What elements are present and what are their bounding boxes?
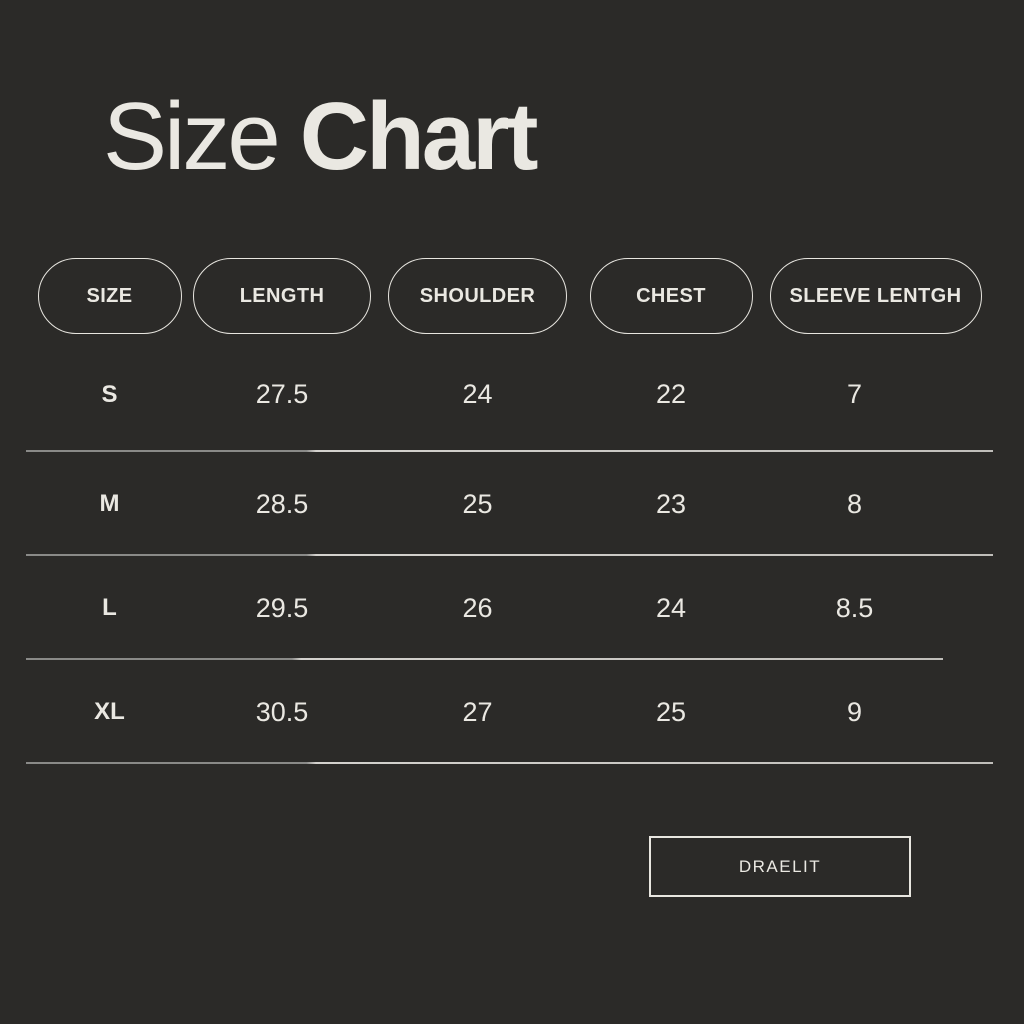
- row-divider: [26, 658, 943, 660]
- row-divider: [26, 762, 993, 764]
- row-size-label: XL: [94, 698, 125, 725]
- table-row-xl: XL 30.5 27 25 9: [26, 660, 993, 764]
- title-word-regular: Size: [103, 83, 281, 190]
- row-divider: [26, 554, 993, 556]
- table-body: S 27.5 24 22 7 M 28.5 25 23 8 L 29.5 26 …: [26, 337, 993, 764]
- cell-chest: 22: [655, 379, 687, 409]
- table-row-s: S 27.5 24 22 7: [26, 337, 993, 452]
- table-row-m: M 28.5 25 23 8: [26, 452, 993, 556]
- header-cell-sleeve-length: SLEEVE LENTGH: [758, 258, 993, 334]
- cell-length: 30.5: [255, 696, 309, 727]
- table-header-row: SIZE LENGTH SHOULDER CHEST SLEEVE LENTGH: [26, 258, 993, 334]
- cell-shoulder: 24: [462, 379, 493, 409]
- header-cell-size: SIZE: [26, 258, 193, 334]
- title-word-bold: Chart: [299, 83, 539, 190]
- cell-chest: 24: [655, 592, 687, 623]
- table-row-l: L 29.5 26 24 8.5: [26, 556, 993, 660]
- cell-sleeve-length: 9: [846, 696, 863, 727]
- cell-shoulder: 25: [462, 488, 493, 519]
- header-pill-length: LENGTH: [193, 258, 371, 334]
- row-size-label: L: [102, 594, 117, 621]
- row-size-label: M: [99, 490, 120, 517]
- page-title: Size Chart: [103, 83, 539, 190]
- cell-chest: 23: [655, 488, 687, 519]
- header-pill-size: SIZE: [37, 258, 182, 334]
- brand-label: DRAELIT: [738, 856, 822, 876]
- header-pill-sleeve-length: SLEEVE LENTGH: [769, 258, 982, 334]
- cell-sleeve-length: 8: [846, 488, 863, 519]
- cell-sleeve-length: 7: [846, 379, 863, 409]
- cell-length: 29.5: [255, 592, 309, 623]
- header-pill-chest: CHEST: [589, 258, 753, 334]
- cell-shoulder: 27: [462, 696, 493, 727]
- row-size-label: S: [101, 380, 118, 408]
- cell-chest: 25: [655, 696, 687, 727]
- cell-length: 28.5: [255, 488, 309, 519]
- cell-shoulder: 26: [462, 592, 493, 623]
- cell-length: 27.5: [255, 379, 309, 409]
- header-cell-length: LENGTH: [193, 258, 371, 334]
- cell-sleeve-length: 8.5: [835, 592, 874, 623]
- header-pill-shoulder: SHOULDER: [388, 258, 567, 334]
- brand-box: DRAELIT: [649, 836, 911, 897]
- row-divider: [26, 450, 993, 452]
- header-cell-chest: CHEST: [584, 258, 758, 334]
- header-cell-shoulder: SHOULDER: [371, 258, 584, 334]
